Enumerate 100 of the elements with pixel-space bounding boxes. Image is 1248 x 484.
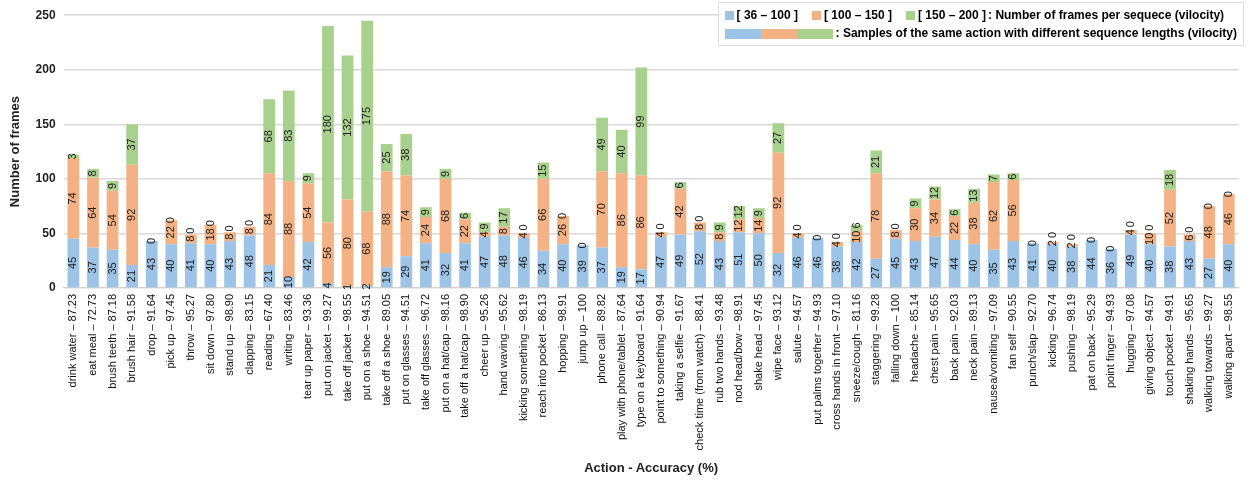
x-tick-label: kicking something – 98.19: [516, 293, 529, 422]
data-label: 0: [810, 234, 823, 241]
y-tick-label: 100: [35, 171, 56, 186]
x-tick-label: hugging – 97.08: [1123, 293, 1136, 373]
data-label: 38: [1065, 260, 1078, 273]
data-label: 26: [555, 223, 568, 237]
data-label: 0: [888, 223, 901, 230]
data-label: 4: [516, 232, 529, 239]
data-label: 40: [1221, 259, 1234, 272]
x-tick-label: put on a shoe – 94.51: [360, 293, 373, 401]
x-tick-label: phone call – 89.82: [595, 293, 608, 384]
data-label: 44: [1084, 257, 1097, 270]
data-label: 68: [438, 209, 451, 223]
bar: [185, 243, 197, 288]
data-label: 44: [947, 257, 960, 270]
data-label: 36: [1104, 261, 1117, 275]
data-label: 45: [888, 256, 901, 270]
data-label: 0: [203, 220, 216, 227]
data-label: 56: [1006, 204, 1019, 217]
data-label: 4: [830, 241, 843, 248]
x-tick-label: put on jacket – 99.27: [321, 293, 334, 397]
data-label: 24: [418, 223, 431, 237]
data-label: 41: [1025, 259, 1038, 272]
x-tick-label: nausea/vomiting – 97.09: [986, 293, 999, 414]
x-tick-label: punch/slap – 92.70: [1025, 293, 1038, 387]
data-label: 78: [869, 209, 882, 223]
data-label: 46: [1221, 213, 1234, 226]
data-label: 38: [967, 217, 980, 230]
bar: [361, 20, 374, 212]
data-label: 14: [751, 219, 764, 232]
bar: [282, 90, 295, 181]
x-tick-label: wipe face – 93.12: [771, 293, 784, 382]
data-label: 40: [203, 259, 216, 272]
x-tick-label: tear up paper – 93.36: [301, 293, 314, 400]
data-label: 37: [86, 261, 99, 274]
x-tick-label: drink water – 87.23: [66, 293, 79, 388]
x-tick-label: brush teeth – 87.18: [105, 293, 118, 389]
data-label: 43: [712, 257, 725, 271]
data-label: 4: [1123, 229, 1136, 236]
data-label: 4: [477, 231, 490, 238]
data-label: 3: [66, 153, 79, 160]
data-label: 1: [340, 283, 353, 291]
bar: [224, 240, 236, 288]
data-label: 35: [986, 262, 999, 275]
bar: [322, 222, 334, 284]
data-label: 9: [438, 170, 451, 177]
x-tick-label: point to something – 90.94: [653, 293, 666, 424]
data-label: 21: [262, 269, 275, 283]
data-label: 17: [497, 211, 510, 224]
data-label: 49: [673, 254, 686, 267]
x-tick-label: throw – 95.27: [183, 293, 196, 361]
data-label: 0: [1202, 203, 1215, 210]
data-label: 6: [673, 182, 686, 189]
data-label: 42: [849, 258, 862, 271]
data-label: 39: [575, 260, 588, 273]
data-label: 43: [1006, 257, 1019, 271]
annotation: : Number of frames per sequece (vilocity): [988, 8, 1225, 22]
x-tick-label: taking a selfie – 91.67: [673, 293, 686, 401]
x-tick-label: reach into pocket – 86.13: [536, 293, 549, 418]
data-label: 56: [321, 246, 334, 260]
x-tick-label: back pain – 92.03: [947, 293, 960, 381]
annotation: : Samples of the same action with different sequence lengths (vilocity): [835, 26, 1237, 40]
data-label: 12: [732, 219, 745, 232]
data-label: 49: [1123, 254, 1136, 267]
data-label: 9: [477, 223, 490, 230]
x-tick-label: headache – 85.14: [908, 293, 921, 382]
x-tick-label: play with phone/tablet – 87.64: [614, 293, 627, 441]
bar: [968, 244, 981, 288]
data-label: 6: [1182, 234, 1195, 241]
data-label: 22: [164, 226, 177, 239]
data-label: 74: [399, 209, 412, 223]
data-label: 0: [144, 237, 157, 245]
data-label: 175: [360, 106, 373, 126]
data-label: 180: [321, 115, 334, 134]
data-label: 8: [183, 235, 196, 242]
x-tick-label: cheer up – 95.26: [477, 293, 490, 377]
data-label: 43: [144, 257, 157, 271]
data-label: 0: [1104, 245, 1117, 252]
data-label: 0: [693, 215, 706, 222]
data-label: 8: [693, 223, 706, 230]
data-label: 40: [1143, 259, 1156, 272]
data-label: 9: [418, 209, 431, 216]
data-label: 0: [242, 220, 255, 227]
bar: [635, 67, 648, 176]
bar: [1007, 179, 1020, 241]
data-label: 132: [340, 118, 353, 137]
x-tick-label: put on glasses – 94.51: [399, 293, 412, 405]
bar: [870, 173, 883, 259]
data-label: 48: [1202, 226, 1215, 239]
x-tick-label: take off jacket – 98.55: [340, 293, 353, 402]
bar: [1007, 240, 1020, 288]
data-label: 6: [1006, 173, 1019, 180]
bar: [282, 181, 295, 277]
data-label: 47: [928, 255, 941, 269]
data-label: 32: [771, 263, 784, 277]
data-label: 40: [555, 259, 568, 272]
data-label: 8: [497, 228, 510, 235]
data-label: 0: [1025, 240, 1038, 247]
data-label: 12: [928, 186, 941, 200]
legend-label: [ 100 – 150 ]: [822, 8, 892, 22]
